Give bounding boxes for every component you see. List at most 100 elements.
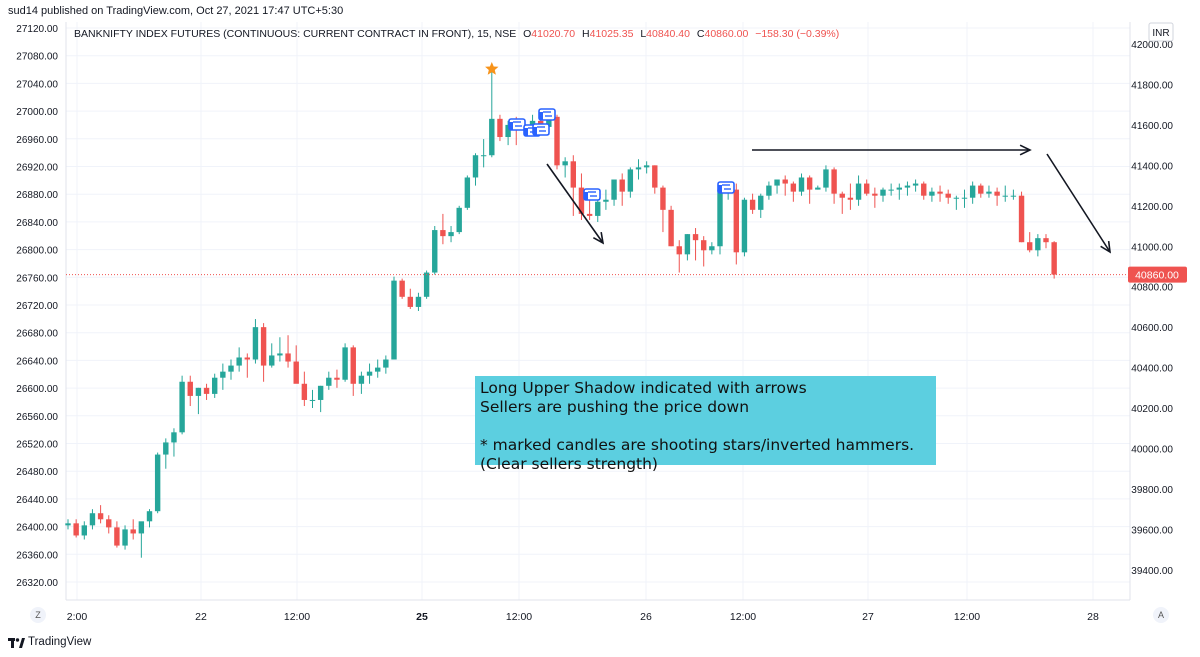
price-badge: 40860.00 — [1135, 270, 1179, 282]
candle-body — [831, 169, 837, 194]
left-tick-label: 26440.00 — [16, 495, 58, 506]
tradingview-logo-icon — [8, 638, 25, 648]
right-tick-label: 39800.00 — [1131, 485, 1173, 496]
candle-body — [163, 442, 169, 455]
star-marker-icon — [485, 62, 499, 75]
candle-body — [717, 189, 723, 247]
candle-body — [472, 155, 479, 178]
annotation-line-1: Long Upper Shadow indicated with arrows — [480, 379, 807, 397]
right-tick-label: 41400.00 — [1131, 161, 1173, 172]
pointing-hand-icon — [717, 181, 735, 194]
candle-body — [277, 353, 283, 356]
auto-scale-button[interactable]: A — [1153, 607, 1169, 623]
candle-body — [114, 527, 120, 546]
h-label: H — [582, 28, 590, 40]
candle-body — [839, 193, 845, 198]
candle-body — [195, 387, 202, 396]
hand-cuff — [539, 112, 543, 120]
candle-body — [236, 357, 242, 366]
candlestick-chart[interactable]: 27120.00 27080.00 27040.00 27000.00 26960.00… — [0, 0, 1200, 629]
candle-body — [89, 513, 96, 526]
candle-body — [203, 387, 210, 394]
candle-body — [350, 347, 356, 384]
candle-body — [896, 187, 902, 190]
right-tick-label: 40400.00 — [1131, 364, 1173, 375]
candle-body — [586, 213, 593, 216]
right-tick-label: 39600.00 — [1131, 525, 1173, 536]
hand-cuff — [584, 192, 588, 200]
candle-body — [334, 377, 340, 380]
publisher-line: sud14 published on TradingView.com, Oct … — [8, 5, 344, 17]
candle-body — [415, 296, 422, 307]
candle-body — [154, 454, 161, 512]
candle-body — [342, 347, 348, 380]
right-tick-label: 39400.00 — [1131, 566, 1173, 577]
candle-body — [1010, 195, 1017, 197]
candle-body — [187, 381, 193, 396]
hand-cuff — [524, 128, 528, 136]
candle-body — [643, 165, 650, 168]
left-tick-label: 26480.00 — [16, 467, 58, 478]
drawn-arrows — [546, 144, 1111, 254]
candle-body — [122, 529, 128, 546]
c-label: C — [697, 28, 705, 40]
candle-body — [619, 179, 625, 192]
candle-body — [383, 359, 389, 368]
left-tick-label: 26880.00 — [16, 190, 58, 201]
candle-body — [1051, 242, 1057, 275]
candle-body — [701, 240, 707, 251]
candle-body — [73, 523, 79, 536]
candle-body — [937, 191, 943, 194]
left-tick-label: 27120.00 — [16, 24, 58, 35]
candle-body — [106, 519, 112, 528]
candle-body — [798, 177, 805, 192]
candle-body — [464, 177, 471, 208]
arrow-head — [1100, 240, 1111, 254]
candle-body — [929, 191, 935, 196]
candle-body — [790, 183, 797, 192]
candle-body — [97, 513, 104, 520]
symbol-legend: BANKNIFTY INDEX FUTURES (CONTINUOUS: CUR… — [74, 28, 839, 40]
candle-body — [1018, 195, 1025, 243]
hand-cuff — [718, 185, 722, 193]
candle-body — [529, 120, 536, 125]
candle-body — [570, 161, 576, 188]
left-tick-label: 26720.00 — [16, 301, 58, 312]
right-tick-label: 40600.00 — [1131, 323, 1173, 334]
time-tick-label: 26 — [640, 611, 652, 623]
left-tick-label: 26800.00 — [16, 246, 58, 257]
candle-body — [692, 234, 699, 241]
annotation-line-3: * marked candles are shooting stars/inve… — [480, 436, 915, 454]
zoom-button[interactable]: Z — [30, 607, 46, 623]
candle-body — [847, 197, 854, 200]
l-label: L — [640, 28, 646, 40]
left-tick-label: 26680.00 — [16, 329, 58, 340]
candle-body — [660, 187, 666, 210]
time-tick-label: 25 — [416, 611, 428, 623]
candle-body — [423, 272, 430, 297]
candle-body — [1035, 238, 1041, 251]
candle-body — [252, 327, 259, 360]
candle-body — [578, 187, 585, 214]
arrow-head — [1019, 144, 1032, 156]
publisher-bar: sud14 published on TradingView.com, Oct … — [0, 0, 1200, 22]
candle-body — [709, 246, 715, 251]
o-label: O — [523, 28, 531, 40]
pointing-hand-icon — [508, 118, 526, 131]
left-tick-label: 27080.00 — [16, 52, 58, 63]
time-tick-label: 27 — [862, 611, 874, 623]
left-tick-label: 26920.00 — [16, 163, 58, 174]
time-tick-label: 12:00 — [506, 611, 532, 623]
candle-body — [668, 209, 674, 247]
candle-body — [432, 230, 438, 273]
candle-body — [953, 197, 960, 199]
candle-body — [81, 525, 87, 536]
candle-body — [375, 367, 381, 372]
candle-body — [676, 246, 682, 255]
candle-body — [220, 371, 226, 378]
candle-body — [309, 399, 316, 401]
left-tick-label: 27040.00 — [16, 79, 58, 90]
right-tick-label: 40200.00 — [1131, 404, 1173, 415]
left-tick-label: 26840.00 — [16, 218, 58, 229]
symbol-name: BANKNIFTY INDEX FUTURES (CONTINUOUS: CUR… — [74, 28, 516, 40]
